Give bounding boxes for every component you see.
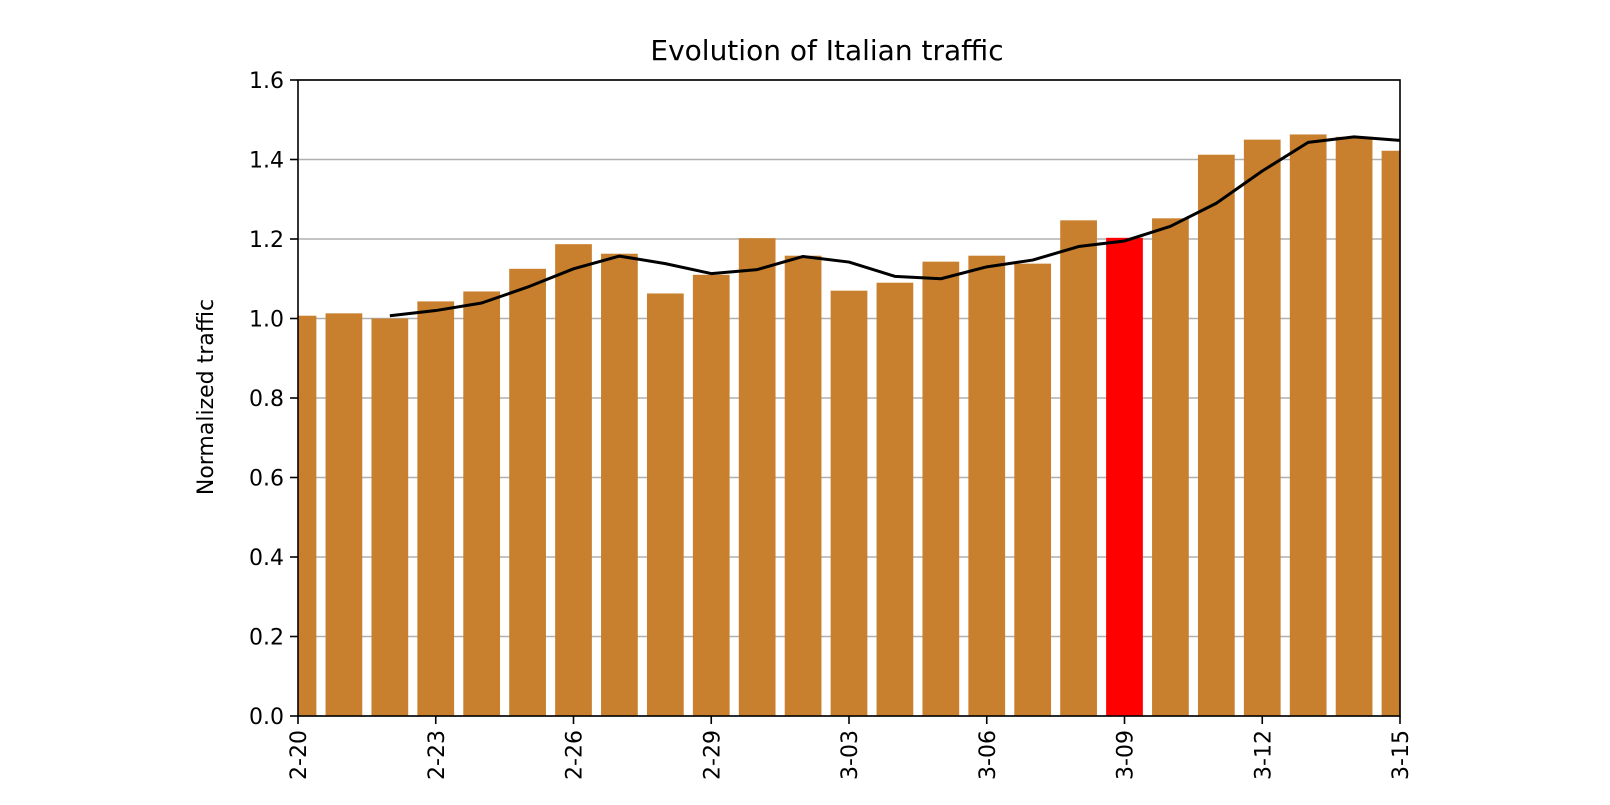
- bar: [601, 253, 638, 716]
- x-ticks: 2-20 2-23 2-26 2-29 3-03 3-06 3-09 3-12 3-15: [287, 716, 1414, 780]
- bar: [1289, 134, 1327, 716]
- y-ticks: 0.0 0.2 0.4 0.6 0.8 1.0 1.2 1.4 1.6: [249, 69, 298, 730]
- x-tick-label: 2-20: [287, 730, 312, 780]
- bar: [738, 238, 776, 716]
- bar: [1243, 139, 1281, 716]
- bar: [876, 282, 914, 716]
- y-tick-label: 1.2: [249, 228, 284, 253]
- bar: [371, 318, 409, 716]
- bar: [968, 255, 1006, 716]
- y-tick-label: 1.0: [249, 308, 284, 333]
- x-tick-label: 3-12: [1251, 730, 1276, 780]
- bar: [1060, 220, 1097, 716]
- bars: [298, 134, 1400, 716]
- bar: [922, 261, 960, 716]
- bar: [417, 301, 455, 716]
- x-tick-label: 3-09: [1114, 730, 1139, 780]
- x-tick-label: 2-23: [425, 730, 450, 780]
- y-tick-label: 0.6: [249, 467, 284, 492]
- x-tick-label: 2-29: [700, 730, 725, 780]
- y-tick-label: 1.6: [249, 69, 284, 94]
- bar: [509, 268, 546, 716]
- y-tick-label: 0.8: [249, 387, 284, 412]
- moving-average-line: [389, 135, 1400, 318]
- bar: [463, 291, 501, 716]
- bar: [646, 293, 684, 716]
- bar: [1197, 154, 1235, 716]
- y-tick-label: 0.0: [249, 705, 284, 730]
- x-tick-label: 3-06: [976, 730, 1001, 780]
- x-tick-label: 3-03: [838, 730, 863, 780]
- bar: [555, 244, 592, 716]
- bar: [325, 313, 363, 716]
- bar: [1381, 150, 1400, 716]
- bar: [1335, 136, 1373, 716]
- x-tick-label: 3-15: [1389, 730, 1414, 780]
- chart-title: Evolution of Italian traffic: [650, 34, 1003, 67]
- x-tick-label: 2-26: [563, 730, 588, 780]
- y-tick-label: 1.4: [249, 149, 284, 174]
- bar: [784, 255, 822, 716]
- y-tick-label: 0.4: [249, 546, 284, 571]
- y-axis-label: Normalized traffic: [194, 299, 219, 495]
- moving-average-line-group: [389, 135, 1400, 318]
- bar: [1014, 263, 1052, 716]
- bar: [298, 315, 317, 716]
- bar: [692, 274, 730, 716]
- bar: [830, 290, 868, 716]
- bar-highlighted: [1106, 237, 1143, 716]
- bar: [1152, 218, 1189, 716]
- y-tick-label: 0.2: [249, 626, 284, 651]
